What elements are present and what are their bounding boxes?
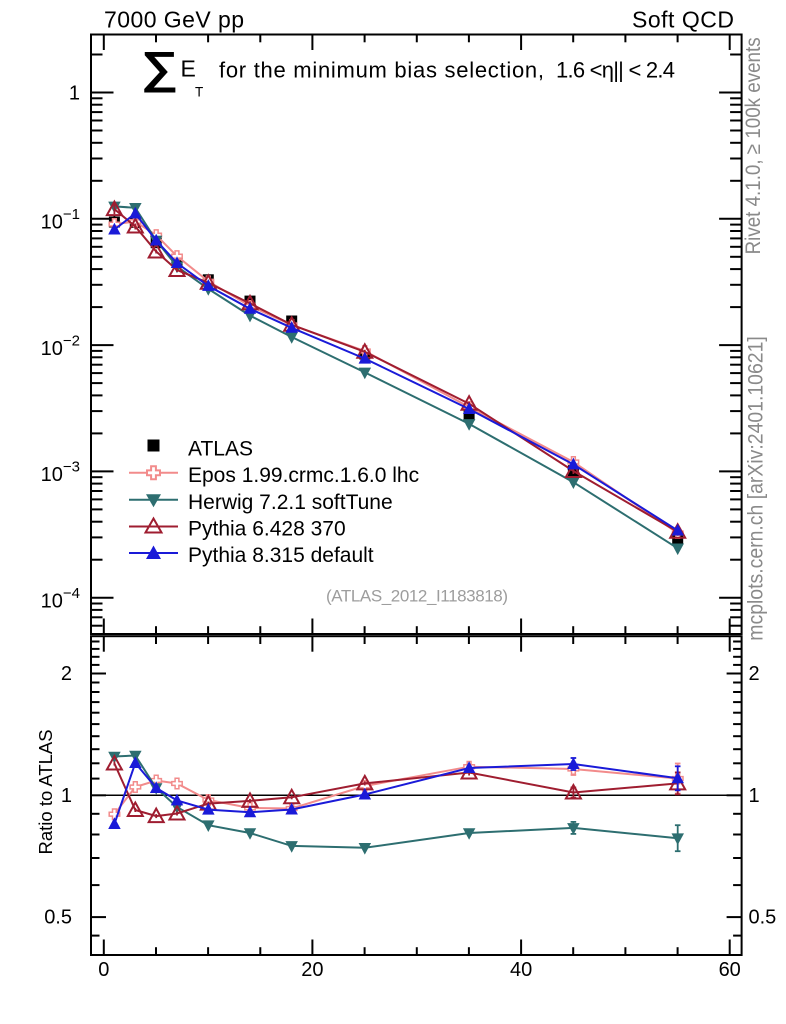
svg-text:0.5: 0.5 [749,907,777,929]
svg-text:1: 1 [61,785,72,807]
svg-text:Pythia 8.315 default: Pythia 8.315 default [188,544,374,567]
svg-text:∑: ∑ [141,43,178,92]
svg-text:ATLAS: ATLAS [188,437,253,460]
svg-text:1: 1 [749,785,760,807]
svg-text:T: T [195,84,203,99]
svg-text:Pythia 6.428 370: Pythia 6.428 370 [188,517,346,540]
svg-text:Rivet 4.1.0, ≥ 100k events: Rivet 4.1.0, ≥ 100k events [740,37,765,254]
svg-text:40: 40 [510,959,532,981]
svg-text:0.5: 0.5 [44,907,72,929]
svg-text:(ATLAS_2012_I1183818): (ATLAS_2012_I1183818) [326,587,508,606]
svg-text:Herwig 7.2.1 softTune: Herwig 7.2.1 softTune [188,491,393,514]
svg-text:2: 2 [749,663,760,685]
svg-text:1.6 <η|| < 2.4: 1.6 <η|| < 2.4 [556,58,675,83]
svg-text:0: 0 [98,959,109,981]
svg-text:2: 2 [61,663,72,685]
svg-text:7000 GeV pp: 7000 GeV pp [104,7,244,33]
svg-text:20: 20 [301,959,323,981]
svg-text:Soft QCD: Soft QCD [632,6,734,32]
svg-text:Ratio to ATLAS: Ratio to ATLAS [35,729,56,854]
svg-text:10−2: 10−2 [41,332,80,360]
svg-text:E: E [181,56,196,82]
svg-text:1: 1 [69,83,80,105]
svg-text:10−4: 10−4 [41,585,80,613]
svg-text:60: 60 [719,959,741,981]
svg-text:for the minimum bias selection: for the minimum bias selection, [219,58,544,83]
svg-text:Epos 1.99.crmc.1.6.0 lhc: Epos 1.99.crmc.1.6.0 lhc [188,464,419,487]
svg-text:mcplots.cern.ch [arXiv:2401.10: mcplots.cern.ch [arXiv:2401.10621] [743,336,768,641]
